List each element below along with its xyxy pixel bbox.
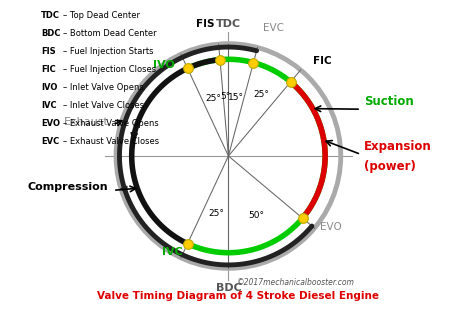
Text: – Exhaust Valve Opens: – Exhaust Valve Opens: [63, 119, 159, 128]
Text: (power): (power): [364, 160, 416, 173]
Text: EVO: EVO: [41, 119, 60, 128]
Text: IVO: IVO: [41, 83, 58, 92]
Text: – Inlet Valve Closes: – Inlet Valve Closes: [63, 100, 144, 110]
Text: FIS: FIS: [41, 47, 56, 56]
Text: TDC: TDC: [216, 19, 241, 29]
Text: 25°: 25°: [205, 94, 221, 103]
Text: EVC: EVC: [41, 137, 59, 145]
Text: IVC: IVC: [162, 247, 183, 257]
Text: Suction: Suction: [364, 95, 414, 108]
Text: 25°: 25°: [208, 209, 224, 218]
Text: – Inlet Valve Opens: – Inlet Valve Opens: [63, 83, 144, 92]
Text: 5°: 5°: [221, 92, 231, 101]
Text: EVO: EVO: [320, 222, 342, 232]
Text: Valve Timing Diagram of 4 Stroke Diesel Engine: Valve Timing Diagram of 4 Stroke Diesel …: [97, 291, 379, 301]
Text: BDC: BDC: [41, 29, 61, 38]
Text: Compression: Compression: [27, 182, 108, 192]
Text: Expansion: Expansion: [364, 140, 432, 153]
Text: 50°: 50°: [248, 211, 264, 220]
Text: ©2017mechanicalbooster.com: ©2017mechanicalbooster.com: [237, 278, 355, 287]
Text: 15°: 15°: [228, 93, 244, 102]
Text: TDC: TDC: [41, 11, 60, 20]
Text: Exhaust: Exhaust: [64, 117, 108, 127]
Text: IVC: IVC: [41, 100, 57, 110]
Text: – Fuel Injection Closes: – Fuel Injection Closes: [63, 65, 156, 74]
Text: FIC: FIC: [312, 56, 331, 66]
Text: FIC: FIC: [41, 65, 56, 74]
Text: FIS: FIS: [196, 19, 214, 29]
Text: BDC: BDC: [216, 283, 241, 293]
Text: – Bottom Dead Center: – Bottom Dead Center: [63, 29, 157, 38]
Text: 25°: 25°: [254, 90, 269, 99]
Text: – Top Dead Center: – Top Dead Center: [63, 11, 140, 20]
Text: – Fuel Injection Starts: – Fuel Injection Starts: [63, 47, 154, 56]
Text: IVO: IVO: [153, 60, 175, 70]
Text: – Exhaust Valve Closes: – Exhaust Valve Closes: [63, 137, 159, 145]
Text: EVC: EVC: [263, 23, 284, 33]
